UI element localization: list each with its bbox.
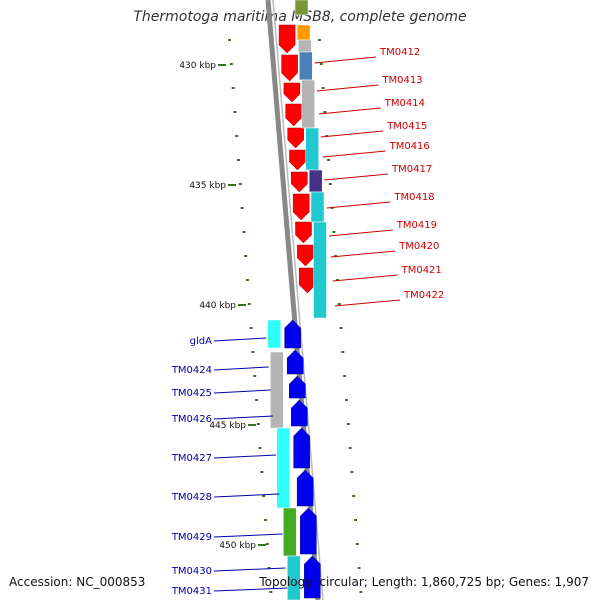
scale-label: 445 kbp — [209, 421, 246, 431]
left-gene-label[interactable]: gldA — [190, 336, 212, 347]
right-gene-label[interactable]: TM0421 — [401, 265, 442, 276]
left-gene-leader — [213, 533, 283, 538]
forward-category-block — [305, 127, 319, 171]
left-gene-label[interactable]: TM0428 — [171, 492, 212, 503]
right-gene-leader — [334, 299, 401, 307]
right-gene-label[interactable]: TM0416 — [389, 141, 430, 152]
left-gene-leader — [213, 454, 277, 459]
forward-gene-arrow[interactable] — [285, 103, 302, 127]
right-gene-label[interactable]: TM0417 — [391, 164, 432, 175]
reverse-category-block — [283, 507, 297, 557]
left-gene-label[interactable]: TM0429 — [171, 532, 212, 543]
scale-label: 430 kbp — [179, 61, 216, 71]
accession-label: Accession: NC_000853 — [9, 575, 146, 589]
scale-label: 450 kbp — [219, 541, 256, 551]
left-gene-label[interactable]: TM0430 — [171, 566, 212, 577]
forward-category-block — [296, 24, 311, 41]
forward-gene-arrow[interactable] — [299, 267, 316, 294]
forward-gene-arrow[interactable] — [297, 244, 314, 267]
right-gene-leader — [332, 274, 398, 282]
forward-gene-arrow[interactable] — [295, 221, 312, 244]
right-gene-leader — [322, 150, 386, 158]
left-gene-label[interactable]: TM0431 — [171, 586, 212, 597]
left-gene-label[interactable]: TM0427 — [171, 453, 212, 464]
right-gene-label[interactable]: TM0422 — [403, 290, 444, 301]
left-gene-leader — [213, 587, 288, 592]
left-gene-leader — [213, 415, 273, 420]
left-gene-leader — [213, 567, 286, 572]
reverse-gene-arrow[interactable] — [300, 507, 317, 555]
forward-category-block — [298, 39, 312, 53]
reverse-gene-arrow[interactable] — [304, 555, 321, 599]
left-gene-leader — [213, 337, 267, 342]
reverse-gene-arrow[interactable] — [284, 319, 301, 349]
forward-gene-arrow[interactable] — [281, 54, 298, 82]
reverse-gene-arrow[interactable] — [293, 427, 310, 469]
forward-gene-arrow[interactable] — [289, 149, 306, 171]
topology-label: Topology: circular; Length: 1,860,725 bp… — [259, 575, 589, 589]
reverse-category-block — [276, 427, 290, 509]
right-gene-label[interactable]: TM0412 — [379, 47, 420, 58]
right-gene-label[interactable]: TM0415 — [386, 121, 427, 132]
left-gene-label[interactable]: TM0426 — [171, 414, 212, 425]
right-gene-leader — [326, 201, 391, 209]
left-gene-label[interactable]: TM0424 — [171, 365, 212, 376]
left-gene-leader — [213, 493, 280, 498]
reverse-gene-arrow[interactable] — [291, 399, 308, 427]
forward-category-block — [308, 169, 323, 193]
forward-gene-arrow[interactable] — [291, 171, 308, 193]
right-gene-leader — [314, 56, 377, 64]
scale-label: 440 kbp — [199, 301, 236, 311]
forward-category-block — [294, 0, 309, 16]
map-title: Thermotoga maritima MSB8, complete genom… — [133, 9, 467, 25]
left-gene-leader — [213, 366, 269, 371]
right-gene-leader — [318, 107, 381, 115]
reverse-category-block — [270, 351, 284, 429]
reverse-gene-arrow[interactable] — [286, 349, 304, 375]
left-gene-label[interactable]: TM0425 — [171, 388, 212, 399]
forward-category-block — [301, 79, 315, 129]
right-gene-label[interactable]: TM0419 — [396, 220, 437, 231]
scale-label: 435 kbp — [189, 181, 226, 191]
right-gene-leader — [330, 250, 396, 258]
reverse-category-block — [287, 555, 301, 600]
forward-category-block — [310, 191, 325, 223]
right-gene-label[interactable]: TM0413 — [381, 75, 422, 86]
right-gene-leader — [320, 130, 384, 138]
right-gene-leader — [316, 84, 379, 92]
reverse-gene-arrow[interactable] — [289, 375, 306, 399]
forward-category-block — [313, 221, 327, 319]
right-gene-leader — [328, 229, 393, 237]
reverse-gene-arrow[interactable] — [296, 469, 314, 507]
forward-gene-arrow[interactable] — [287, 127, 304, 149]
forward-gene-arrow[interactable] — [292, 193, 310, 221]
right-gene-label[interactable]: TM0414 — [384, 98, 425, 109]
right-gene-label[interactable]: TM0420 — [398, 241, 439, 252]
reverse-category-block — [267, 319, 281, 349]
forward-gene-arrow[interactable] — [283, 82, 301, 103]
right-gene-leader — [324, 173, 389, 181]
genome-backbone-edge — [272, 0, 324, 600]
forward-gene-arrow[interactable] — [278, 24, 296, 54]
left-gene-leader — [213, 389, 271, 394]
forward-category-block — [299, 51, 313, 81]
right-gene-label[interactable]: TM0418 — [393, 192, 434, 203]
